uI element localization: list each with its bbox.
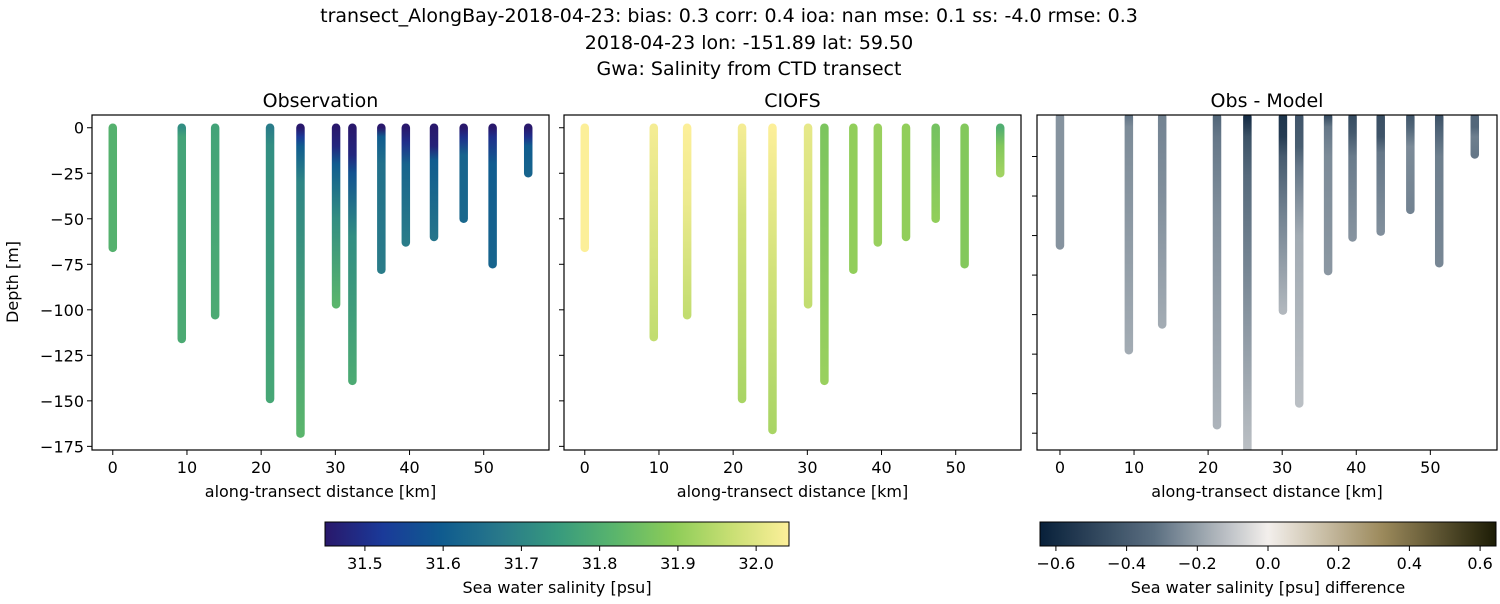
profiles (108, 123, 533, 438)
colorbar-gradient (1039, 521, 1497, 547)
axes-frame (91, 114, 550, 451)
x-tick-label: 0 (108, 458, 118, 477)
colorbar-tick-label: 31.9 (660, 554, 696, 573)
colorbar-tick-label: −0.4 (1107, 554, 1146, 573)
panel-title: Observation (263, 90, 379, 112)
x-tick-label: 40 (871, 458, 891, 477)
colorbar-2: −0.6 −0.4 −0.2 0.0 0.2 0.4 0.6 Sea water salini… (1036, 521, 1497, 597)
x-axis-label: along-transect distance [km] (205, 482, 436, 501)
panel-title: CIOFS (764, 90, 820, 112)
y-tick-label: −150 (40, 392, 84, 411)
colorbar-gradient (324, 521, 790, 547)
x-tick-label: 10 (177, 458, 197, 477)
x-axis-label: along-transect distance [km] (677, 482, 908, 501)
y-tick-label: −100 (40, 301, 84, 320)
x-tick-label: 20 (1198, 458, 1218, 477)
x-tick-label: 30 (797, 458, 817, 477)
colorbar-tick-label: 32.0 (738, 554, 774, 573)
panel-title: Obs - Model (1211, 90, 1324, 112)
colorbar-tick-label: 0.2 (1326, 554, 1351, 573)
colorbar-tick-label: −0.6 (1036, 554, 1075, 573)
x-tick-label: 30 (1272, 458, 1292, 477)
colorbar-label: Sea water salinity [psu] (462, 578, 651, 597)
profiles (580, 123, 1005, 435)
y-axis-label: Depth [m] (3, 241, 22, 323)
x-tick-label: 50 (474, 458, 494, 477)
y-tick-label: −50 (50, 210, 84, 229)
panel-3: 0 10 20 30 40 50 Obs - Model along-transect dis… (1032, 90, 1498, 501)
panel-2: 0 10 20 30 40 50 CIOFS along-transect distance … (559, 90, 1022, 501)
figure-title-line-3: Gwa: Salinity from CTD transect (597, 58, 902, 80)
figure-title-line-1: transect_AlongBay-2018-04-23: bias: 0.3 … (320, 5, 1138, 27)
colorbar-tick-label: 0.0 (1255, 554, 1280, 573)
x-tick-label: 40 (1346, 458, 1366, 477)
colorbar-tick-label: 31.8 (582, 554, 618, 573)
colorbar-tick-label: 31.5 (347, 554, 383, 573)
colorbar-tick-label: 31.7 (504, 554, 540, 573)
x-tick-label: 20 (723, 458, 743, 477)
x-tick-label: 30 (325, 458, 345, 477)
x-tick-label: 50 (1420, 458, 1440, 477)
profiles (1055, 115, 1480, 450)
y-tick-label: −75 (50, 255, 84, 274)
x-tick-label: 0 (580, 458, 590, 477)
colorbar-tick-label: 0.6 (1467, 554, 1492, 573)
x-tick-label: 10 (1124, 458, 1144, 477)
y-tick-label: −125 (40, 346, 84, 365)
colorbar-tick-label: 0.4 (1397, 554, 1422, 573)
y-tick-label: −25 (50, 164, 84, 183)
x-tick-label: 0 (1055, 458, 1065, 477)
x-tick-label: 40 (399, 458, 419, 477)
panel-1: 0 10 20 30 40 50 0 −25 −50 −75 −100 −125 −150 −175 Obs… (40, 90, 550, 501)
y-tick-label: −175 (40, 437, 84, 456)
colorbar-tick-label: 31.6 (425, 554, 461, 573)
x-axis-label: along-transect distance [km] (1151, 482, 1382, 501)
figure-title-line-2: 2018-04-23 lon: -151.89 lat: 59.50 (585, 32, 913, 54)
colorbar-label: Sea water salinity [psu] difference (1131, 578, 1406, 597)
y-tick-label: 0 (74, 119, 84, 138)
axes-frame (563, 114, 1022, 451)
x-tick-label: 50 (946, 458, 966, 477)
axes-frame (1036, 114, 1498, 451)
x-tick-label: 20 (251, 458, 271, 477)
colorbar-tick-label: −0.2 (1178, 554, 1217, 573)
colorbar-1: 31.5 31.6 31.7 31.8 31.9 32.0 Sea water salini… (324, 521, 790, 597)
x-tick-label: 10 (649, 458, 669, 477)
